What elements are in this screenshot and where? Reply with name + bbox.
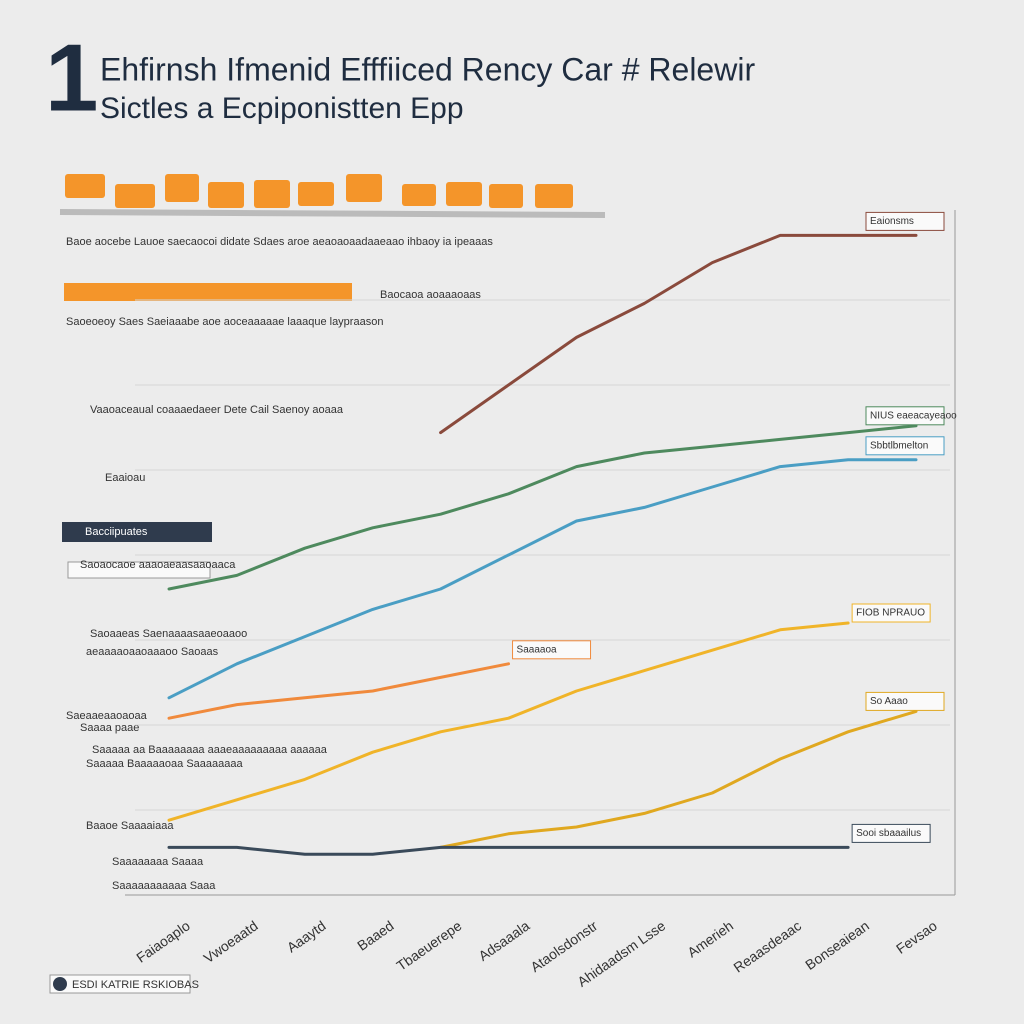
annotation: Saeaaeaaoaoaa <box>66 710 148 722</box>
series-line <box>167 845 850 856</box>
badge: 1 <box>45 24 98 131</box>
annotation: Baocaoa aoaaaoaas <box>380 289 481 301</box>
legend-label: So Aaao <box>870 696 908 707</box>
annotations: Baoe aocebe Lauoe saecaocoi didate Sdaes… <box>66 236 493 892</box>
legend-label: FIOB NPRAUO <box>856 608 925 619</box>
annotation: Eaaioau <box>105 472 145 484</box>
footer: ESDI KATRIE RSKIOBAS <box>72 979 199 991</box>
annotation: Saoeoeoy Saes Saeiaaabe aoe aoceaaaaae l… <box>66 316 383 328</box>
annotation: Saoaaeas Saenaaaasaaeoaaoo <box>90 628 247 640</box>
footer-icon <box>53 977 67 991</box>
annotation: Saaaaaaaa Saaaa <box>112 856 204 868</box>
series-label-box <box>865 436 945 456</box>
legend-label: NIUS eaeacayeaoo <box>870 410 957 421</box>
series-line <box>439 233 918 435</box>
series-line <box>167 662 510 720</box>
chart-title: Ehfirnsh Ifmenid Efffiiced Rency Car # R… <box>100 51 755 87</box>
series-label-box <box>851 823 931 843</box>
series-label-box <box>512 640 592 660</box>
annotation: aeaaaaoaaoaaaoo Saoaas <box>86 646 219 658</box>
legend-label: Eaionsms <box>870 216 914 227</box>
chart-subtitle: Sictles a Ecpiponistten Epp <box>100 92 464 125</box>
series-label-box <box>851 603 931 623</box>
annotation: Saaaaaaaaaaa Saaa <box>112 880 216 892</box>
series-line <box>167 424 918 591</box>
legend-label: Saaaaoa <box>517 644 557 655</box>
series-label-box <box>865 211 945 231</box>
annotation: Baoe aocebe Lauoe saecaocoi didate Sdaes… <box>66 236 493 248</box>
annotation: Baaoe Saaaaiaaa <box>86 820 174 832</box>
annotation: Bacciipuates <box>85 526 148 538</box>
annotation: Saaaa paae <box>80 722 139 734</box>
cups-decoration <box>59 174 606 579</box>
annotation: Saaaaa Baaaaaoaa Saaaaaaaa <box>86 758 243 770</box>
annotation: Saaaaa aa Baaaaaaaa aaaeaaaaaaaaa aaaaaa <box>92 744 328 756</box>
series-label-box <box>865 406 945 426</box>
annotation: Vaaoaceaual coaaaedaeer Dete Cail Saenoy… <box>90 404 344 416</box>
series-line <box>439 709 918 849</box>
series-label-box <box>865 691 945 711</box>
footer-box <box>49 974 191 994</box>
series-line <box>167 458 918 700</box>
series-line <box>167 621 850 822</box>
annotation: Saoaocaoe aaaoaeaasaaoaaca <box>80 559 236 571</box>
legend-label: Sooi sbaaailus <box>856 828 921 839</box>
legend-label: Sbbtlbmelton <box>870 440 928 451</box>
